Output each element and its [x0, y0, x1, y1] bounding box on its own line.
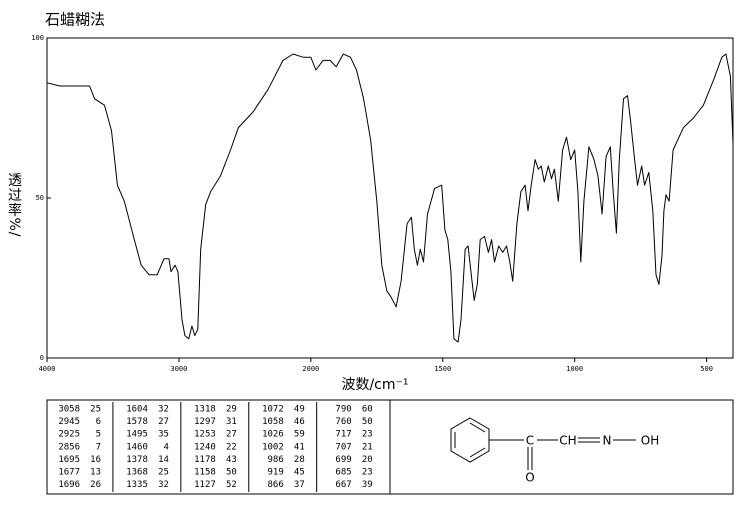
x-tick-label: 2000: [302, 365, 319, 373]
wavenumber: 685: [335, 468, 351, 478]
wavenumber: 2945: [58, 417, 80, 427]
transmittance: 21: [362, 442, 373, 452]
transmittance: 25: [90, 405, 101, 415]
bond: [469, 447, 486, 458]
transmittance: 25: [158, 468, 169, 478]
wavenumber: 717: [335, 430, 351, 440]
y-tick-label: 100: [31, 34, 44, 42]
wavenumber: 1297: [194, 417, 216, 427]
wavenumber: 1677: [58, 468, 80, 478]
transmittance: 14: [158, 455, 169, 465]
wavenumber: 1178: [194, 455, 216, 465]
transmittance: 59: [294, 430, 305, 440]
atom-label: CH: [559, 434, 576, 448]
x-tick-label: 1500: [434, 365, 451, 373]
wavenumber: 1696: [58, 480, 80, 490]
x-tick-label: 4000: [39, 365, 56, 373]
transmittance: 27: [158, 417, 169, 427]
atom-label: C: [526, 434, 534, 448]
transmittance: 20: [362, 455, 373, 465]
wavenumber: 1460: [126, 442, 148, 452]
transmittance: 32: [158, 480, 169, 490]
transmittance: 46: [294, 417, 305, 427]
transmittance: 23: [362, 468, 373, 478]
transmittance: 23: [362, 430, 373, 440]
wavenumber: 1318: [194, 405, 216, 415]
wavenumber: 1495: [126, 430, 148, 440]
wavenumber: 1002: [262, 442, 284, 452]
transmittance: 50: [226, 468, 237, 478]
wavenumber: 866: [267, 480, 283, 490]
wavenumber: 1072: [262, 405, 284, 415]
transmittance: 16: [90, 455, 101, 465]
wavenumber: 1058: [262, 417, 284, 427]
x-axis-label: 波数/cm⁻¹: [341, 377, 408, 393]
bond: [469, 422, 486, 433]
transmittance: 32: [158, 405, 169, 415]
wavenumber: 790: [335, 405, 351, 415]
transmittance: 27: [226, 430, 237, 440]
x-tick-label: 500: [700, 365, 713, 373]
wavenumber: 986: [267, 455, 283, 465]
transmittance: 39: [362, 480, 373, 490]
chart-title: 石蜡糊法: [45, 11, 105, 29]
wavenumber: 1578: [126, 417, 148, 427]
wavenumber: 667: [335, 480, 351, 490]
wavenumber: 2856: [58, 442, 80, 452]
atom-label: O: [525, 471, 534, 485]
wavenumber: 2925: [58, 430, 80, 440]
benzene-ring: [450, 417, 490, 463]
wavenumber: 707: [335, 442, 351, 452]
wavenumber: 1335: [126, 480, 148, 490]
structure-frame: [389, 399, 734, 495]
transmittance: 26: [90, 480, 101, 490]
wavenumber: 699: [335, 455, 351, 465]
atom-label: N: [603, 434, 612, 448]
transmittance: 5: [96, 430, 101, 440]
transmittance: 49: [294, 405, 305, 415]
wavenumber: 1026: [262, 430, 284, 440]
wavenumber: 1368: [126, 468, 148, 478]
y-tick-label: 50: [36, 194, 44, 202]
wavenumber: 919: [267, 468, 283, 478]
wavenumber: 3058: [58, 405, 80, 415]
wavenumber: 1378: [126, 455, 148, 465]
transmittance: 31: [226, 417, 237, 427]
transmittance: 28: [294, 455, 305, 465]
transmittance: 35: [158, 430, 169, 440]
transmittance: 6: [96, 417, 101, 427]
spectrum-line: [46, 53, 734, 343]
wavenumber: 1253: [194, 430, 216, 440]
structure: [450, 417, 636, 470]
atom-label: OH: [641, 434, 659, 448]
transmittance: 50: [362, 417, 373, 427]
transmittance: 45: [294, 468, 305, 478]
wavenumber: 1240: [194, 442, 216, 452]
y-axis-label: 透过率%/: [6, 172, 22, 237]
wavenumber: 1695: [58, 455, 80, 465]
plot-frame: [46, 37, 734, 359]
y-tick-label: 0: [40, 354, 44, 362]
transmittance: 22: [226, 442, 237, 452]
transmittance: 43: [226, 455, 237, 465]
transmittance: 29: [226, 405, 237, 415]
x-tick-label: 3000: [170, 365, 187, 373]
wavenumber: 1127: [194, 480, 216, 490]
x-tick-label: 1000: [566, 365, 583, 373]
transmittance: 52: [226, 480, 237, 490]
transmittance: 4: [163, 442, 168, 452]
transmittance: 41: [294, 442, 305, 452]
transmittance: 13: [90, 468, 101, 478]
wavenumber: 1604: [126, 405, 148, 415]
transmittance: 37: [294, 480, 305, 490]
wavenumber: 760: [335, 417, 351, 427]
transmittance: 7: [96, 442, 101, 452]
wavenumber: 1158: [194, 468, 216, 478]
transmittance: 60: [362, 405, 373, 415]
